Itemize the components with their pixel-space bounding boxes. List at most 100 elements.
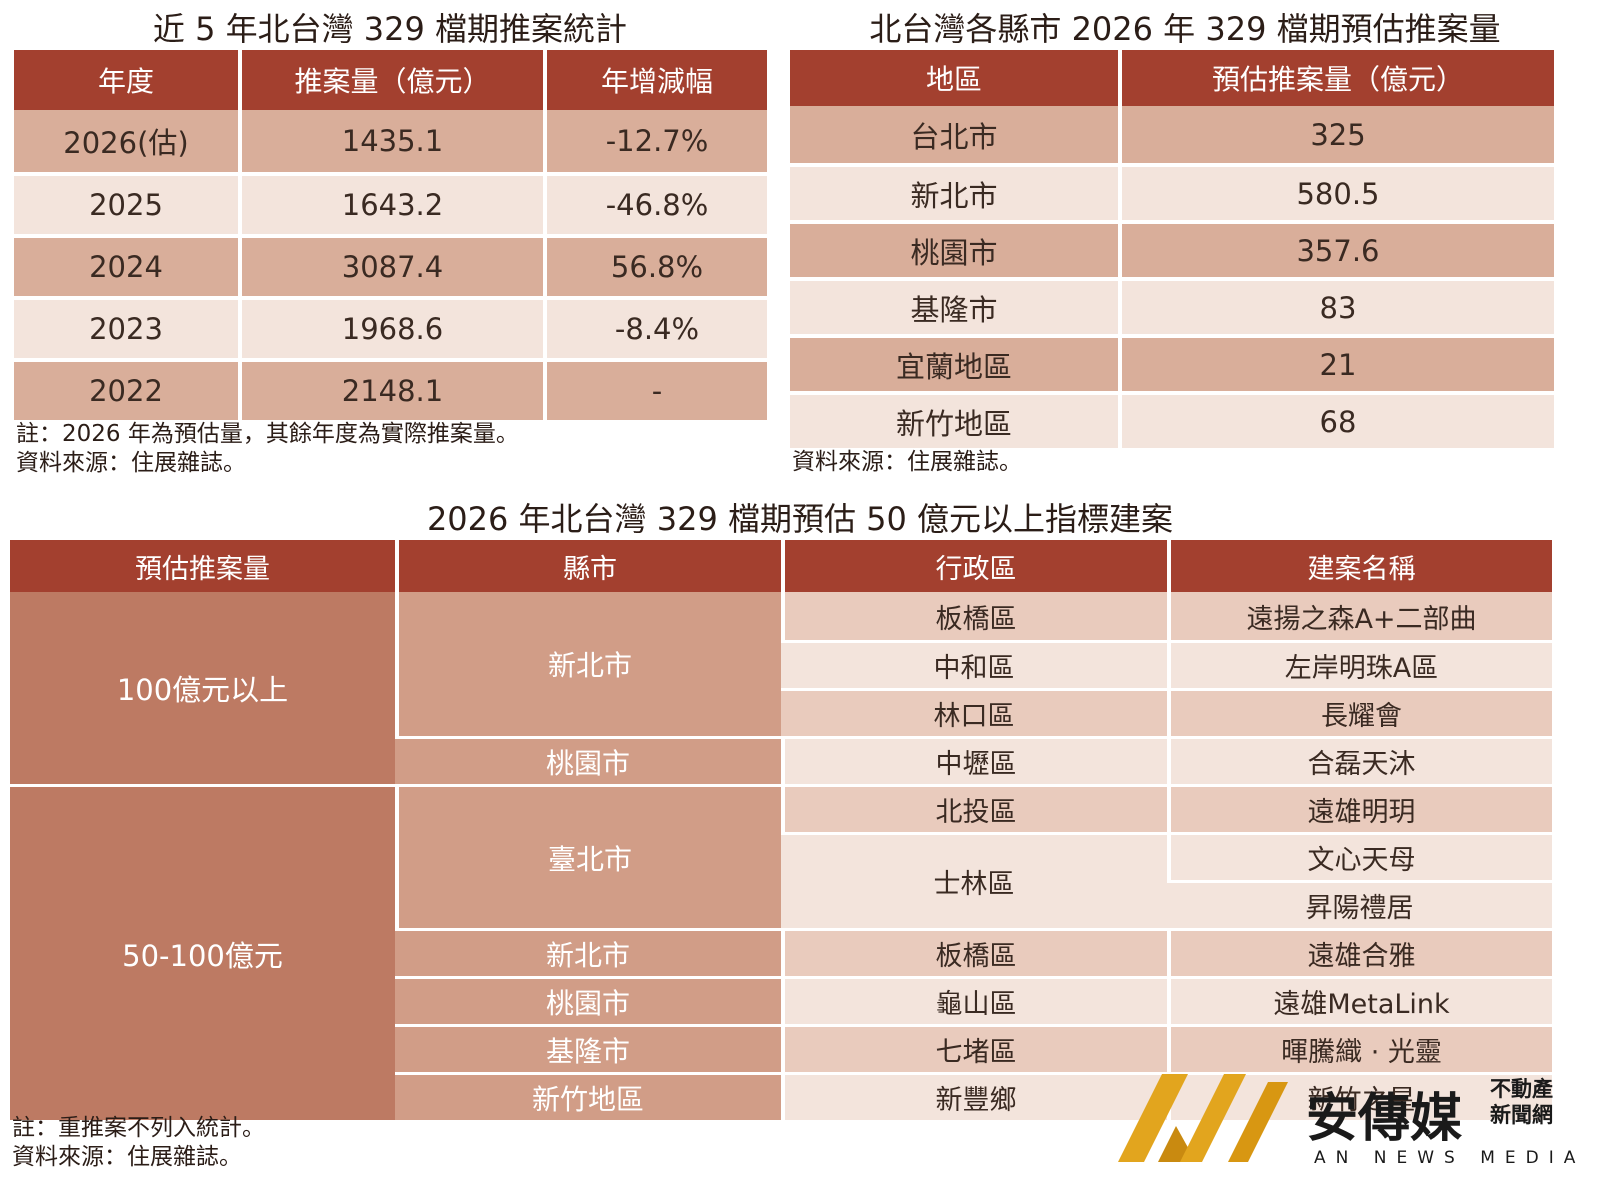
year-cell: 2025 [14,172,238,234]
table3-title: 2026 年北台灣 329 檔期預估 50 億元以上指標建案 [426,500,1174,538]
project-cell: 暉騰織 · 光靈 [1167,1024,1552,1072]
table-row: 2023 1968.6 -8.4% [14,296,767,358]
table-row: 林口區 長耀會 [10,688,1552,736]
table-row: 100億元以上 新北市 板橋區 遠揚之森A+二部曲 [10,592,1552,784]
table-row: 新竹地區 68 [790,391,1554,448]
header-year: 年度 [14,50,238,110]
region-cell: 新竹地區 [790,391,1118,448]
header-volume: 推案量（億元） [238,50,543,110]
region-cell: 宜蘭地區 [790,334,1118,391]
project-cell: 遠雄MetaLink [1167,976,1552,1024]
city-cell: 基隆市 [395,1024,781,1072]
yearly-stats-table: 年度 推案量（億元） 年增減幅 2026(估) 1435.1 -12.7% 20… [14,50,767,420]
table1-notes: 註：2026 年為預估量，其餘年度為實際推案量。 資料來源：住展雜誌。 [16,420,519,478]
city-cell: 臺北市 [395,784,781,928]
city-cell: 新北市 [395,928,781,976]
category-cell: 100億元以上 [10,592,395,784]
district-cell: 七堵區 [781,1024,1167,1072]
table-row: 2024 3087.4 56.8% [14,234,767,296]
city-cell: 新竹地區 [395,1072,781,1120]
project-cell: 長耀會 [1167,688,1552,736]
project-cell: 遠雄合雅 [1167,928,1552,976]
table-row: 基隆市 七堵區 暉騰織 · 光靈 [10,1024,1552,1072]
region-cell: 基隆市 [790,277,1118,334]
district-cell: 林口區 [781,688,1167,736]
table-row: 新北市 580.5 [790,163,1554,220]
district-cell: 北投區 [781,784,1167,832]
table-header-row: 預估推案量 縣市 行政區 建案名稱 [10,540,1552,592]
district-cell: 士林區 [781,832,1167,928]
forecast-cell: 325 [1118,106,1554,163]
header-region: 地區 [790,50,1118,106]
volume-cell: 3087.4 [238,234,543,296]
header-forecast-volume: 預估推案量（億元） [1118,50,1554,106]
table-row: 新竹地區 新豐鄉 新竹之星 [10,1072,1552,1120]
table-row: 台北市 325 [790,106,1554,163]
project-cell: 合磊天沐 [1167,736,1552,784]
logo-subtitle-line: 不動產 [1490,1077,1553,1101]
logo-mark-icon [1118,1074,1288,1162]
table2-source: 資料來源：住展雜誌。 [792,449,1022,475]
project-cell: 遠雄明玥 [1167,784,1552,832]
header-city: 縣市 [395,540,781,592]
change-cell: 56.8% [543,234,767,296]
region-cell: 台北市 [790,106,1118,163]
region-cell: 桃園市 [790,220,1118,277]
table-row: 桃園市 357.6 [790,220,1554,277]
header-project-name: 建案名稱 [1167,540,1552,592]
table-row: 2026(估) 1435.1 -12.7% [14,110,767,172]
volume-cell: 1435.1 [238,110,543,172]
table-header-row: 地區 預估推案量（億元） [790,50,1554,106]
district-cell: 中和區 [781,640,1167,688]
header-forecast-volume: 預估推案量 [10,540,395,592]
logo-name: 安傳媒 [1306,1089,1463,1149]
table-row: 基隆市 83 [790,277,1554,334]
city-cell: 桃園市 [395,736,781,784]
table-row: 士林區 文心天母 [10,832,1552,928]
year-cell: 2024 [14,234,238,296]
header-change: 年增減幅 [543,50,767,110]
change-cell: -8.4% [543,296,767,358]
forecast-cell: 83 [1118,277,1554,334]
table3-source: 資料來源：住展雜誌。 [12,1144,242,1170]
an-news-media-logo: 安傳媒 不動產 新聞網 AN NEWS MEDIA [1118,1068,1588,1178]
volume-cell: 2148.1 [238,358,543,420]
logo-english-name: AN NEWS MEDIA [1314,1148,1586,1168]
table3-note: 註：重推案不列入統計。 [12,1115,265,1141]
table-row: 50-100億元 臺北市 北投區 遠雄明玥 [10,784,1552,1120]
table-row: 2022 2148.1 - [14,358,767,420]
forecast-cell: 580.5 [1118,163,1554,220]
project-cell: 文心天母 [1167,832,1552,880]
table-row: 2025 1643.2 -46.8% [14,172,767,234]
forecast-cell: 68 [1118,391,1554,448]
table-row: 桃園市 龜山區 遠雄MetaLink [10,976,1552,1024]
year-cell: 2022 [14,358,238,420]
district-cell: 板橋區 [781,592,1167,640]
regional-forecast-table: 地區 預估推案量（億元） 台北市 325 新北市 580.5 桃園市 357.6… [790,50,1554,448]
project-cell: 左岸明珠A區 [1167,640,1552,688]
logo-subtitle-line: 新聞網 [1490,1103,1553,1127]
logo-subtitle: 不動產 新聞網 [1490,1076,1553,1128]
change-cell: - [543,358,767,420]
change-cell: -46.8% [543,172,767,234]
table-row: 宜蘭地區 21 [790,334,1554,391]
table1-note: 註：2026 年為預估量，其餘年度為實際推案量。 [16,421,519,447]
project-cell: 遠揚之森A+二部曲 [1167,592,1552,640]
table1-source: 資料來源：住展雜誌。 [16,450,246,476]
table-row: 昇陽禮居 [10,880,1552,928]
year-cell: 2026(估) [14,110,238,172]
year-cell: 2023 [14,296,238,358]
table2-title: 北台灣各縣市 2026 年 329 檔期預估推案量 [869,10,1501,48]
header-district: 行政區 [781,540,1167,592]
volume-cell: 1643.2 [238,172,543,234]
table-header-row: 年度 推案量（億元） 年增減幅 [14,50,767,110]
table3-notes: 註：重推案不列入統計。 資料來源：住展雜誌。 [12,1114,265,1172]
city-cell: 新北市 [395,592,781,736]
table-row: 桃園市 中壢區 合磊天沐 [10,736,1552,784]
forecast-cell: 357.6 [1118,220,1554,277]
table1-title: 近 5 年北台灣 329 檔期推案統計 [152,10,628,48]
volume-cell: 1968.6 [238,296,543,358]
category-cell: 50-100億元 [10,784,395,1120]
region-cell: 新北市 [790,163,1118,220]
district-cell: 新豐鄉 [781,1072,1167,1120]
